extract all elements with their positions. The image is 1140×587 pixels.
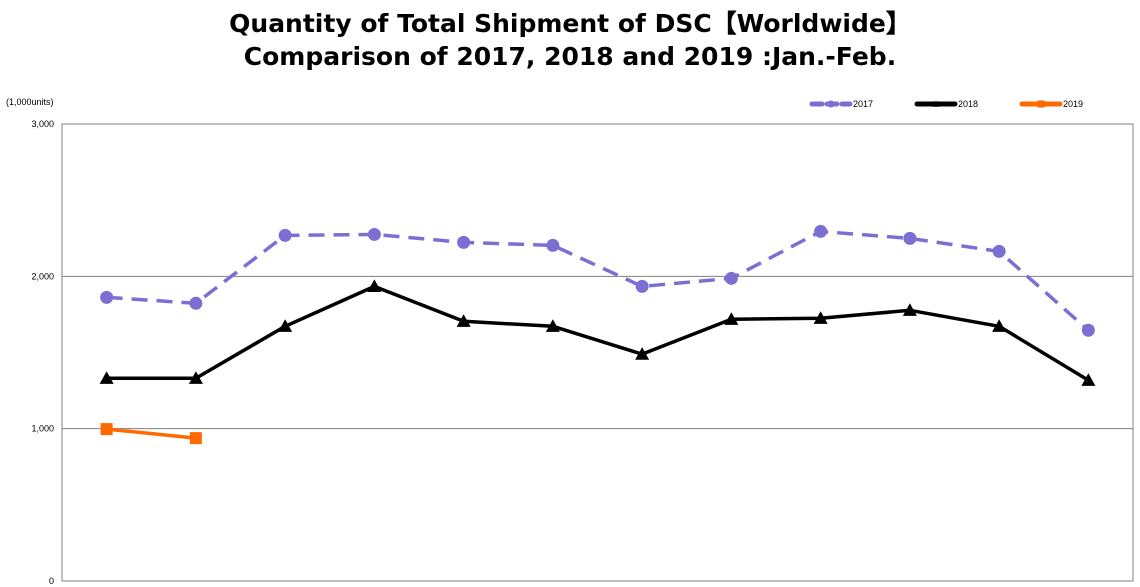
series-line-2019 [106, 427, 197, 440]
data-point-2017 [814, 224, 828, 238]
legend-label: 2019 [1063, 99, 1083, 109]
data-point-2018 [902, 303, 917, 316]
data-point-2018 [992, 319, 1007, 332]
data-point-2018 [367, 279, 382, 292]
legend-marker-2018 [932, 100, 940, 107]
chart-title: Quantity of Total Shipment of DSC【Worldw… [229, 9, 911, 38]
y-axis-unit-label: (1,000units) [6, 97, 54, 107]
legend-marker-2019 [1037, 100, 1045, 108]
series-line-2018 [106, 284, 1090, 382]
y-tick-label: 2,000 [31, 271, 54, 281]
data-point-2019 [100, 423, 113, 436]
data-point-2017 [546, 238, 560, 252]
data-point-2018 [188, 371, 203, 384]
y-tick-label: 0 [49, 576, 54, 586]
data-point-2018 [99, 371, 114, 384]
data-point-2018 [724, 312, 739, 325]
data-point-2018 [278, 319, 293, 332]
data-point-2017 [457, 235, 471, 249]
series-line-2017 [106, 229, 1090, 332]
data-point-2018 [545, 319, 560, 332]
data-point-2017 [903, 231, 917, 245]
data-point-2018 [813, 311, 828, 324]
plot-area [61, 123, 1134, 582]
data-point-2017 [635, 279, 649, 293]
data-point-2017 [100, 290, 114, 304]
data-point-2018 [635, 347, 650, 360]
data-point-2017 [189, 296, 203, 310]
y-tick-label: 3,000 [31, 119, 54, 129]
data-point-2017 [724, 271, 738, 285]
data-point-2018 [1081, 373, 1096, 386]
legend-label: 2017 [853, 99, 873, 109]
data-point-2017 [278, 228, 292, 242]
data-point-2017 [1081, 323, 1095, 337]
legend-marker-2017 [827, 100, 835, 108]
data-point-2019 [189, 432, 202, 445]
data-point-2017 [367, 227, 381, 241]
y-tick-label: 1,000 [31, 424, 54, 434]
data-point-2017 [992, 244, 1006, 258]
legend-label: 2018 [958, 99, 978, 109]
chart-subtitle: Comparison of 2017, 2018 and 2019 :Jan.-… [243, 42, 897, 71]
data-point-2018 [456, 314, 471, 327]
